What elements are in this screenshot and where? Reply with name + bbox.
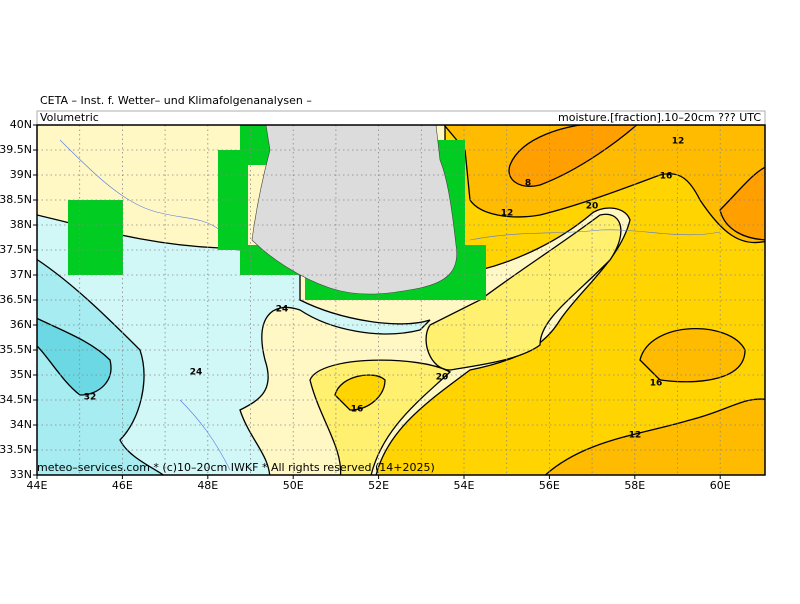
lon-label: 48E: [197, 479, 218, 492]
river: [179, 399, 231, 471]
credit: meteo–services.com * (c)10–20cm IWKF * A…: [37, 461, 435, 474]
lat-label: 34.5N: [0, 393, 32, 406]
lon-label: 50E: [283, 479, 304, 492]
contour-label: 20: [436, 373, 449, 383]
lat-label: 33N: [10, 468, 32, 481]
field-driest: [719, 166, 765, 241]
lon-label: 60E: [710, 479, 731, 492]
lat-label: 33.5N: [0, 443, 32, 456]
lat-label: 40N: [10, 118, 32, 131]
lat-label: 35N: [10, 368, 32, 381]
lat-label: 34N: [10, 418, 32, 431]
contour-label: 16: [351, 405, 364, 415]
field-driest: [508, 125, 638, 187]
rivers: [59, 139, 721, 471]
field-drier: [544, 398, 765, 475]
lon-label: 46E: [112, 479, 133, 492]
contour-label: 20: [586, 202, 599, 212]
contour-label: 16: [650, 379, 663, 389]
lat-label: 38N: [10, 218, 32, 231]
contour-label: 12: [629, 431, 642, 441]
lon-axis: 44E 46E 48E 50E 52E 54E 56E 58E 60E: [27, 475, 731, 492]
contour-label: 24: [276, 305, 289, 315]
contour-label: 8: [525, 179, 531, 189]
lat-label: 38.5N: [0, 193, 32, 206]
lon-label: 54E: [454, 479, 475, 492]
contour-label: 24: [190, 368, 203, 378]
field-moderate: [425, 213, 622, 371]
field-dry: [375, 125, 765, 475]
lon-label: 58E: [624, 479, 645, 492]
lat-label: 37.5N: [0, 243, 32, 256]
field-wettest: [37, 317, 112, 396]
lat-label: 35.5N: [0, 343, 32, 356]
mask-cell: [68, 200, 123, 275]
lon-label: 44E: [27, 479, 48, 492]
river: [59, 139, 221, 231]
field-dry: [334, 374, 386, 411]
contour-label: 12: [672, 137, 685, 147]
lat-label: 39N: [10, 168, 32, 181]
contour-labels: 12 8 16 12 20 24 24 32 16 20 16 12: [84, 137, 685, 441]
contour-label: 12: [501, 209, 514, 219]
left-label: Volumetric: [40, 111, 99, 124]
lat-label: 39.5N: [0, 143, 32, 156]
lon-label: 52E: [368, 479, 389, 492]
contour-label: 32: [84, 393, 97, 403]
lat-label: 36N: [10, 318, 32, 331]
lat-label: 37N: [10, 268, 32, 281]
header-title: CETA – Inst. f. Wetter– und Klimafolgena…: [40, 94, 312, 107]
right-label: moisture.[fraction].10–20cm ??? UTC: [558, 111, 761, 124]
contour-label: 16: [660, 172, 673, 182]
lat-label: 36.5N: [0, 293, 32, 306]
lat-axis: 40N 39.5N 39N 38.5N 38N 37.5N 37N 36.5N 36N 35.5N…: [0, 118, 37, 481]
river: [469, 229, 721, 241]
mask-cell: [240, 125, 272, 165]
map-area: meteo–services.com * (c)10–20cm IWKF * A…: [37, 125, 765, 475]
lon-label: 56E: [539, 479, 560, 492]
